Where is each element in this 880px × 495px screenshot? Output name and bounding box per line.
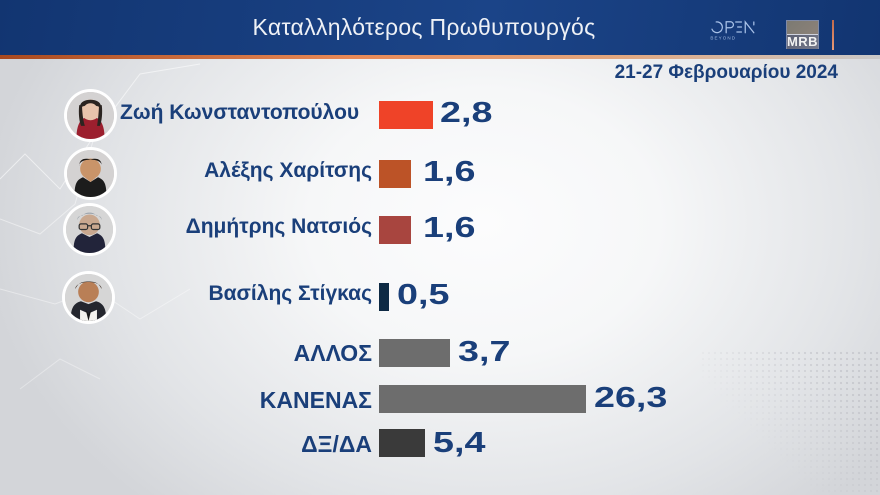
svg-text:BEYOND: BEYOND xyxy=(710,35,736,40)
